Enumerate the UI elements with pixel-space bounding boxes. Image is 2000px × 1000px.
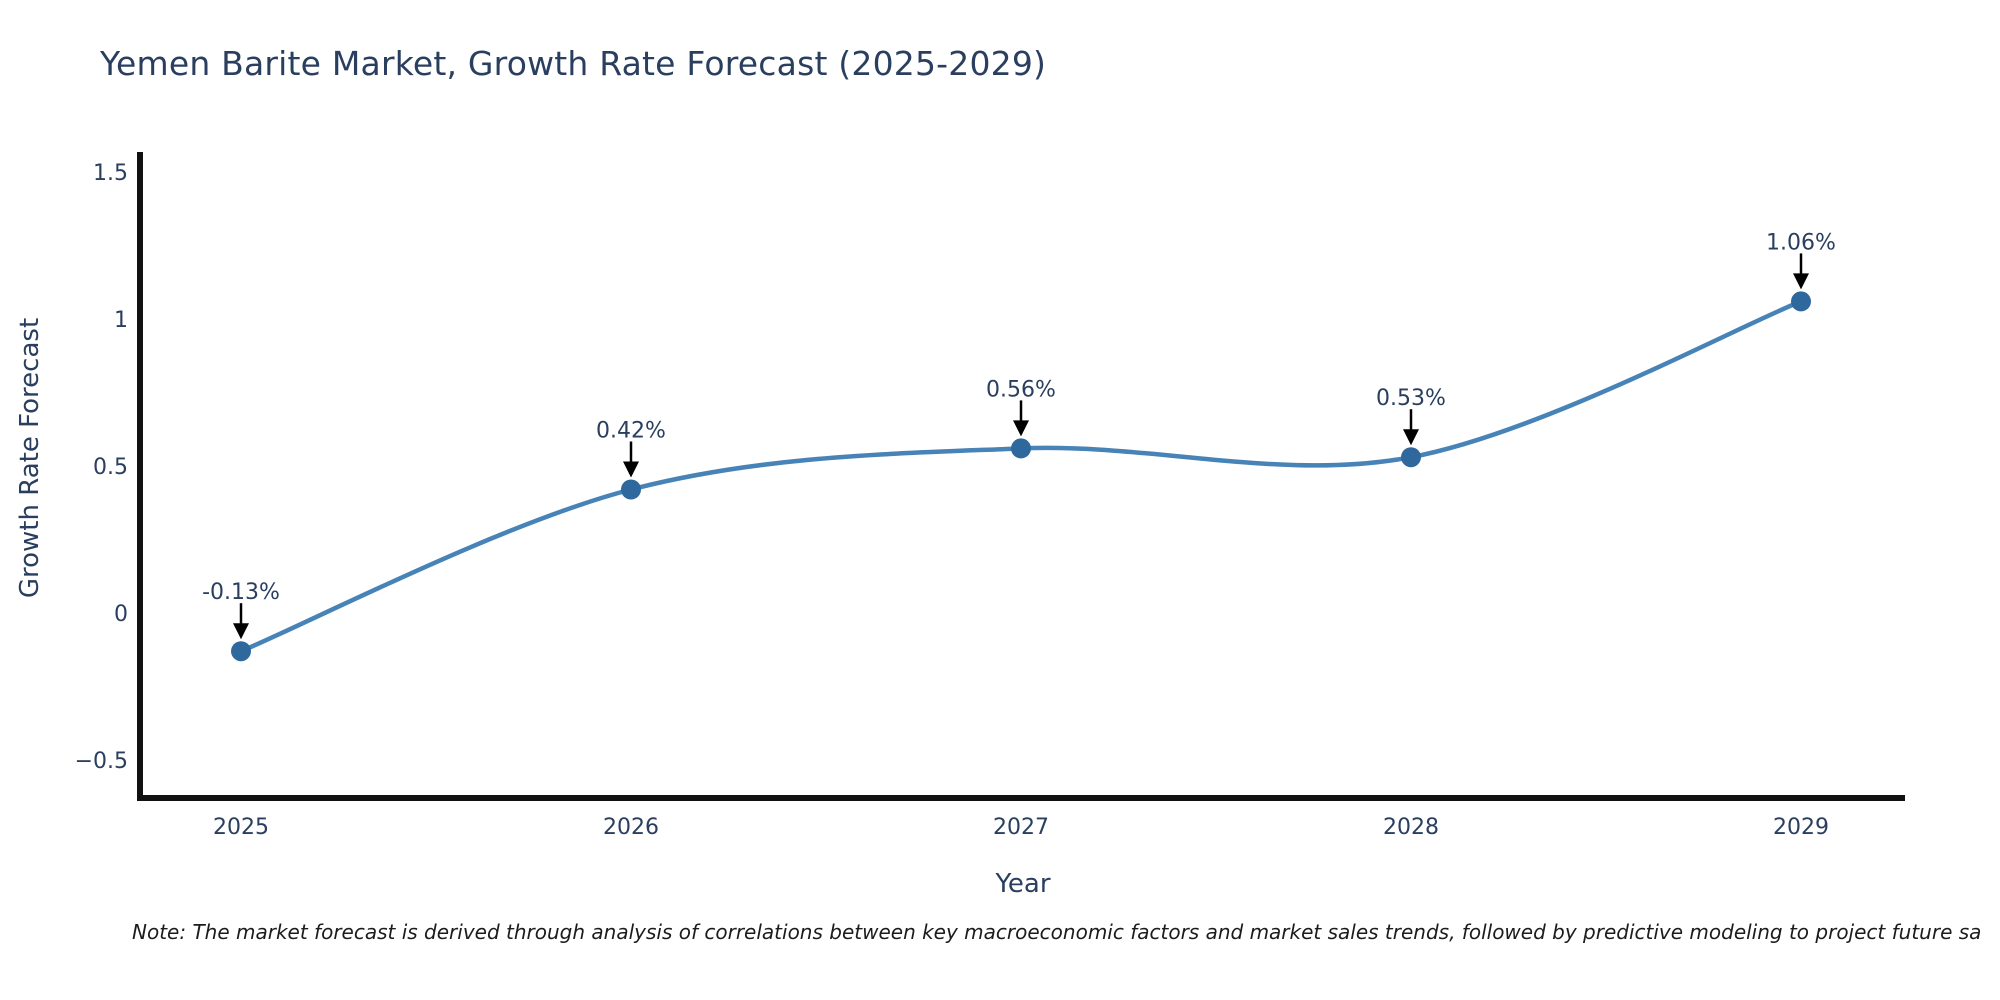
x-tick-label: 2029 xyxy=(1773,815,1829,840)
annotation-arrow-head xyxy=(1403,429,1419,446)
footnote: Note: The market forecast is derived thr… xyxy=(132,920,1982,944)
point-value-label: -0.13% xyxy=(202,580,280,605)
y-tick-label: 1 xyxy=(114,308,128,333)
x-tick-label: 2026 xyxy=(603,815,659,840)
x-tick-label: 2028 xyxy=(1383,815,1439,840)
y-tick-label: 0.5 xyxy=(93,455,128,480)
annotation-arrow-head xyxy=(623,461,639,478)
data-point-marker xyxy=(621,479,641,500)
annotation-arrow-head xyxy=(1013,420,1029,437)
forecast-line xyxy=(238,299,1804,654)
point-value-label: 0.56% xyxy=(986,377,1056,402)
x-tick-label: 2025 xyxy=(213,815,269,840)
x-tick-label: 2027 xyxy=(993,815,1049,840)
y-tick-label: 0 xyxy=(114,602,128,627)
chart-title: Yemen Barite Market, Growth Rate Forecas… xyxy=(100,44,1047,83)
y-tick-label: −0.5 xyxy=(75,749,128,774)
x-axis-title: Year xyxy=(995,869,1051,899)
annotation-arrow-head xyxy=(233,623,249,640)
point-value-label: 0.42% xyxy=(596,419,666,444)
data-point-marker xyxy=(1011,438,1031,459)
axis-spines xyxy=(137,152,1905,801)
point-value-label: 0.53% xyxy=(1376,386,1446,411)
data-point-marker xyxy=(1401,447,1421,468)
data-point-marker xyxy=(231,641,251,662)
y-tick-label: 1.5 xyxy=(93,161,128,186)
y-axis-title: Growth Rate Forecast xyxy=(15,317,45,599)
point-value-label: 1.06% xyxy=(1766,230,1836,255)
data-point-marker xyxy=(1791,291,1811,312)
annotation-arrow-head xyxy=(1793,273,1809,290)
